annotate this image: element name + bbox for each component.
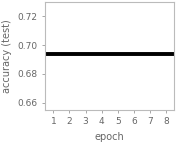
X-axis label: epoch: epoch bbox=[95, 132, 125, 142]
Y-axis label: accuracy (test): accuracy (test) bbox=[2, 19, 12, 93]
